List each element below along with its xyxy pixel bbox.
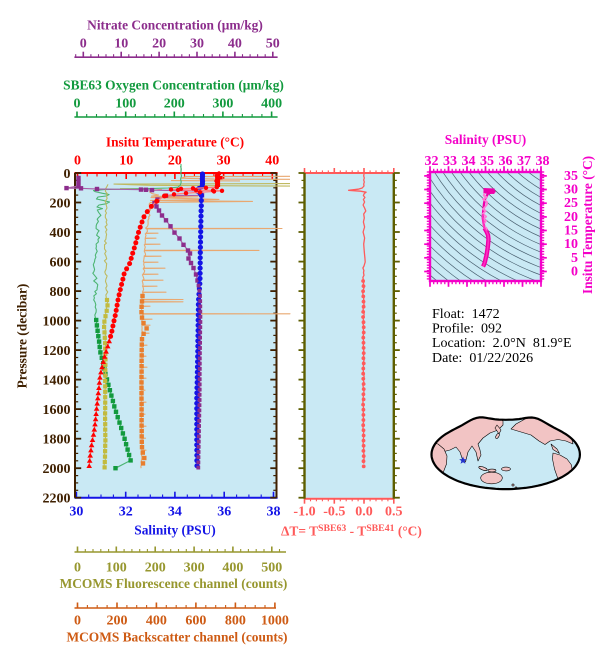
svg-text:30: 30 <box>564 183 578 198</box>
svg-text:300: 300 <box>212 97 233 112</box>
svg-text:800: 800 <box>50 285 71 300</box>
svg-text:33: 33 <box>443 154 457 169</box>
svg-text:30: 30 <box>190 37 204 52</box>
svg-text:100: 100 <box>106 561 127 576</box>
svg-text:Location: 2.0°N 81.9°E: Location: 2.0°N 81.9°E <box>432 336 572 351</box>
svg-text:Date: 01/22/2026: Date: 01/22/2026 <box>432 351 533 366</box>
svg-text:1200: 1200 <box>43 344 71 359</box>
svg-text:50: 50 <box>266 37 280 52</box>
svg-text:15: 15 <box>564 224 578 239</box>
svg-text:37: 37 <box>517 154 531 169</box>
svg-text:36: 36 <box>217 505 231 520</box>
svg-text:30: 30 <box>217 154 231 169</box>
svg-text:1600: 1600 <box>43 403 71 418</box>
svg-text:20: 20 <box>152 37 166 52</box>
svg-text:Nitrate Concentration (μm/kg): Nitrate Concentration (μm/kg) <box>87 18 263 33</box>
svg-text:2200: 2200 <box>43 492 71 507</box>
svg-text:SBE63 Oxygen Concentration (μm: SBE63 Oxygen Concentration (μm/kg) <box>63 78 284 93</box>
svg-text:1000: 1000 <box>43 314 71 329</box>
svg-text:32: 32 <box>119 505 133 520</box>
svg-text:Float: 1472: Float: 1472 <box>432 307 500 322</box>
svg-text:38: 38 <box>536 154 550 169</box>
svg-text:400: 400 <box>50 226 71 241</box>
svg-text:200: 200 <box>145 561 166 576</box>
svg-text:0: 0 <box>571 265 578 280</box>
svg-text:200: 200 <box>164 97 185 112</box>
svg-text:-1.0: -1.0 <box>293 505 315 520</box>
svg-text:10: 10 <box>564 237 578 252</box>
svg-text:0: 0 <box>74 561 81 576</box>
svg-text:400: 400 <box>261 97 282 112</box>
svg-text:600: 600 <box>185 614 206 629</box>
svg-text:Insitu Temperature (°C): Insitu Temperature (°C) <box>580 156 595 294</box>
svg-text:38: 38 <box>267 505 281 520</box>
svg-text:0.0: 0.0 <box>355 505 373 520</box>
svg-text:40: 40 <box>265 154 279 169</box>
svg-text:40: 40 <box>228 37 242 52</box>
svg-text:300: 300 <box>184 561 205 576</box>
svg-text:0: 0 <box>74 97 81 112</box>
svg-text:5: 5 <box>571 251 578 266</box>
svg-text:ΔT= TSBE63 - TSBE41 (°C): ΔT= TSBE63 - TSBE41 (°C) <box>281 523 422 539</box>
svg-text:Insitu Temperature (°C): Insitu Temperature (°C) <box>106 135 244 150</box>
svg-text:400: 400 <box>146 614 167 629</box>
svg-text:200: 200 <box>107 614 128 629</box>
svg-text:10: 10 <box>119 154 133 169</box>
svg-text:600: 600 <box>50 255 71 270</box>
svg-text:10: 10 <box>114 37 128 52</box>
svg-text:35: 35 <box>480 154 494 169</box>
svg-text:2000: 2000 <box>43 462 71 477</box>
svg-text:1800: 1800 <box>43 433 71 448</box>
svg-text:32: 32 <box>425 154 439 169</box>
svg-text:MCOMS Backscatter channel (cou: MCOMS Backscatter channel (counts) <box>66 630 287 645</box>
svg-text:34: 34 <box>462 154 476 169</box>
svg-text:35: 35 <box>564 169 578 184</box>
svg-text:0: 0 <box>74 154 81 169</box>
svg-text:400: 400 <box>222 561 243 576</box>
svg-text:30: 30 <box>69 505 83 520</box>
svg-text:Salinity (PSU): Salinity (PSU) <box>134 523 215 538</box>
svg-text:0: 0 <box>74 614 81 629</box>
svg-text:0.5: 0.5 <box>385 505 403 520</box>
svg-text:1000: 1000 <box>261 614 289 629</box>
svg-text:-0.5: -0.5 <box>323 505 345 520</box>
svg-text:Profile: 092: Profile: 092 <box>432 322 502 337</box>
svg-text:25: 25 <box>564 196 578 211</box>
svg-text:0: 0 <box>64 167 71 182</box>
svg-text:200: 200 <box>50 196 71 211</box>
svg-text:800: 800 <box>225 614 246 629</box>
svg-text:34: 34 <box>168 505 182 520</box>
svg-text:20: 20 <box>564 210 578 225</box>
svg-text:Pressure (decibar): Pressure (decibar) <box>15 284 30 389</box>
svg-text:500: 500 <box>261 561 282 576</box>
svg-text:20: 20 <box>168 154 182 169</box>
svg-text:100: 100 <box>115 97 136 112</box>
svg-text:36: 36 <box>499 154 513 169</box>
svg-text:Salinity (PSU): Salinity (PSU) <box>445 132 526 147</box>
svg-text:MCOMS Fluorescence channel (co: MCOMS Fluorescence channel (counts) <box>60 576 288 591</box>
svg-text:0: 0 <box>80 37 87 52</box>
svg-text:1400: 1400 <box>43 373 71 388</box>
